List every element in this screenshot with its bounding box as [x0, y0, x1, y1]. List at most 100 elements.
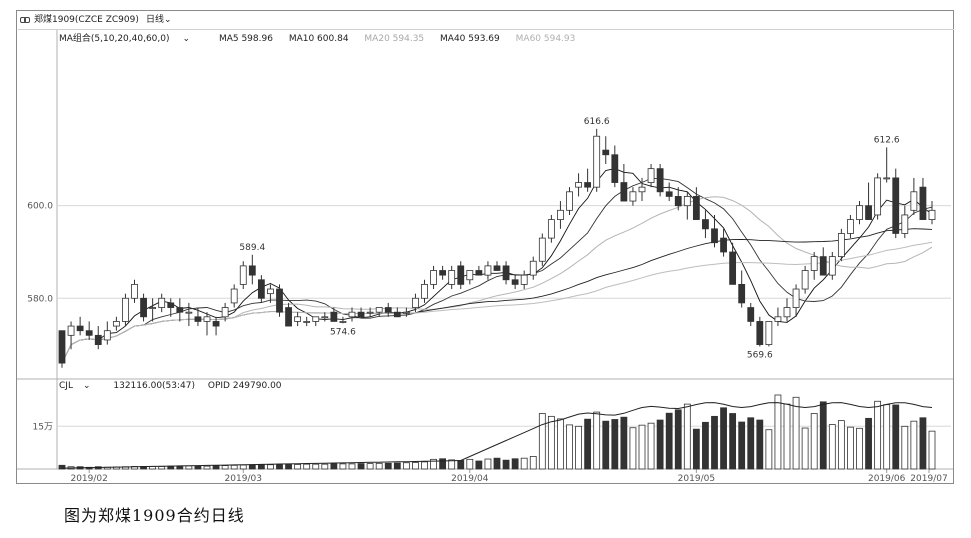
candle-up: [638, 186, 646, 193]
ma-group-label: MA组合(5,10,20,40,60,0): [59, 34, 170, 44]
volume-bar-down: [194, 465, 202, 470]
volume-bar-up: [185, 465, 193, 470]
volume-bar-down: [819, 401, 827, 470]
volume-bar-up: [774, 394, 782, 470]
candle-up: [448, 270, 456, 285]
volume-bar-up: [230, 464, 238, 470]
candle-down: [656, 168, 664, 193]
candle-up: [837, 233, 845, 258]
volume-bar-up: [294, 464, 302, 470]
candle-up: [203, 316, 211, 322]
x-tick-label: 2019/04: [451, 474, 489, 483]
instrument-title[interactable]: 郑煤1909(CZCE ZC909): [34, 15, 139, 25]
candle-up: [267, 288, 274, 295]
volume-bar-down: [738, 421, 746, 470]
volume-bar-up: [792, 396, 800, 470]
volume-bar-up: [638, 424, 646, 470]
volume-bar-down: [58, 464, 66, 470]
volume-bar-down: [475, 460, 483, 470]
ma10-line: [61, 177, 933, 364]
volume-bar-down: [248, 464, 256, 470]
volume-bar-down: [702, 421, 709, 470]
volume-indicator-selector[interactable]: CJL ⌄: [59, 381, 101, 391]
ma-group-selector[interactable]: MA组合(5,10,20,40,60,0) ⌄: [59, 34, 203, 44]
candle-down: [194, 316, 202, 322]
candle-up: [774, 316, 782, 322]
volume-bar-up: [883, 404, 891, 470]
volume-bar-up: [765, 429, 773, 470]
volume-bar-up: [339, 463, 347, 470]
volume-bar-down: [756, 419, 764, 470]
candle-down: [756, 321, 764, 345]
period-selector[interactable]: 日线⌄: [146, 12, 172, 29]
volume-bar-up: [239, 464, 247, 470]
candle-up: [629, 191, 637, 202]
volume-bar-up: [484, 458, 492, 470]
ma20-value: MA20 594.35: [364, 34, 425, 44]
candle-down: [85, 330, 93, 336]
candle-up: [294, 316, 302, 322]
candle-up: [547, 219, 555, 239]
candle-up: [910, 191, 918, 211]
volume-bar-down: [747, 417, 755, 470]
volume-bar-up: [312, 463, 320, 470]
candle-up: [828, 256, 836, 276]
ma60-value: MA60 594.93: [515, 34, 576, 44]
extreme-price-label: 574.6: [330, 327, 356, 337]
candle-up: [928, 209, 936, 220]
volume-bar-up: [557, 418, 564, 470]
candle-down: [665, 191, 673, 197]
x-tick-label: 2019/03: [225, 474, 262, 483]
volume-bar-up: [629, 427, 637, 470]
candle-up: [103, 330, 111, 341]
volume-bar-down: [720, 407, 727, 470]
volume-bar-up: [575, 425, 582, 470]
candle-up: [402, 311, 410, 314]
volume-tick-label: 15万: [33, 422, 53, 432]
chart-panel: 600.0 580.0 15万 2019/02 2019/03 2019/04 2019/0…: [16, 10, 954, 484]
candle-up: [883, 177, 891, 180]
volume-bar-up: [828, 424, 836, 470]
candle-down: [729, 251, 737, 285]
candle-up: [901, 214, 909, 234]
candle-down: [747, 307, 755, 322]
candle-down: [94, 334, 102, 345]
volume-bar-up: [874, 400, 882, 470]
candle-up: [801, 270, 809, 290]
volume-bar-down: [919, 417, 927, 470]
volume-bar-down: [674, 409, 682, 470]
candle-down: [502, 265, 510, 281]
volume-bar-down: [493, 457, 501, 470]
volume-bar-up: [547, 415, 555, 470]
extreme-price-label: 589.4: [239, 243, 265, 253]
candle-down: [702, 219, 709, 230]
candle-up: [538, 237, 546, 262]
link-icon[interactable]: [20, 16, 30, 24]
candle-up: [112, 321, 120, 327]
candle-down: [393, 311, 401, 318]
volume-bar-down: [656, 419, 664, 470]
volume-bar-up: [538, 413, 546, 470]
volume-legend: CJL ⌄ 132116.00(53:47) OPID 249790.00: [59, 381, 292, 391]
candle-up: [683, 196, 691, 207]
candle-up: [339, 321, 347, 323]
ma10-value: MA10 600.84: [288, 34, 349, 44]
volume-indicator-name: CJL: [59, 381, 73, 391]
period-label: 日线: [146, 15, 165, 25]
volume-bar-up: [321, 463, 329, 470]
candle-up: [366, 311, 374, 314]
candle-down: [384, 307, 392, 313]
candle-up: [575, 182, 582, 188]
candle-down: [257, 279, 265, 299]
candle-up: [149, 307, 157, 309]
candle-up: [765, 321, 773, 345]
candle-down: [475, 270, 483, 276]
candle-up: [566, 191, 573, 211]
volume-bar-up: [203, 465, 211, 470]
candle-down: [620, 182, 628, 202]
ma20-line: [61, 196, 933, 364]
volume-bar-down: [439, 458, 447, 470]
volume-bar-down: [865, 417, 872, 470]
extreme-price-label: 616.6: [584, 117, 610, 127]
x-tick-label: 2019/05: [678, 474, 715, 483]
